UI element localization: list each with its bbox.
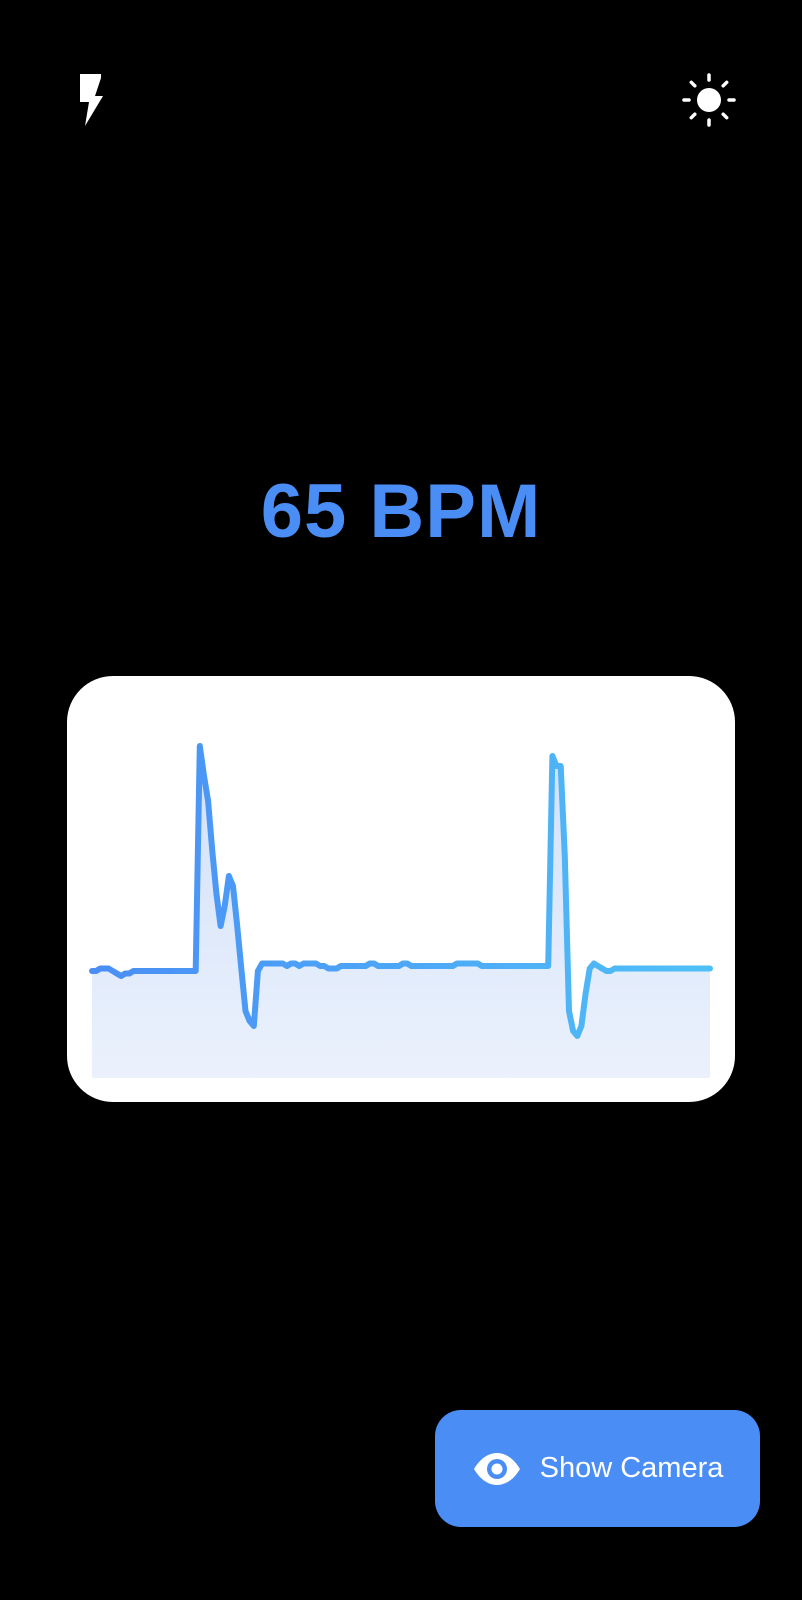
flash-icon	[76, 73, 108, 131]
brightness-button[interactable]	[677, 70, 741, 134]
flash-toggle-button[interactable]	[60, 70, 124, 134]
pulse-chart-card	[67, 676, 735, 1102]
pulse-area-fill	[92, 746, 710, 1078]
pulse-waveform-chart	[89, 743, 713, 1078]
brightness-icon	[681, 72, 737, 133]
show-camera-button[interactable]: Show Camera	[435, 1410, 760, 1527]
bpm-readout: 65 BPM	[260, 469, 542, 554]
pulse-waveform-line	[89, 743, 713, 1039]
eye-icon	[472, 1452, 522, 1486]
show-camera-label: Show Camera	[539, 1452, 724, 1484]
